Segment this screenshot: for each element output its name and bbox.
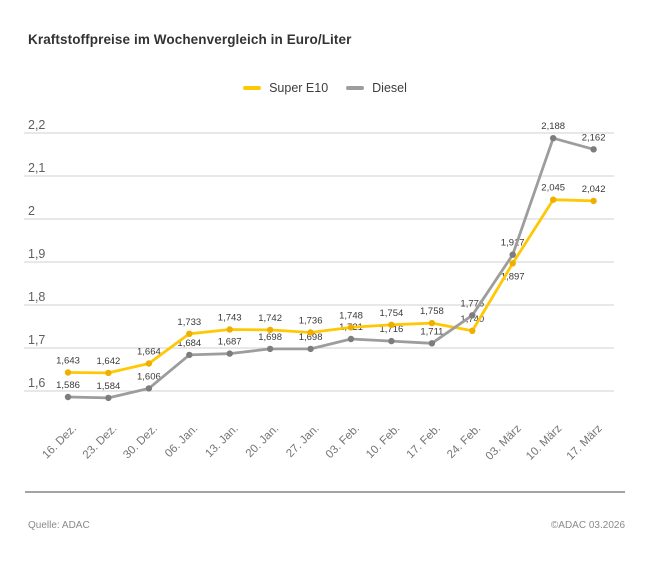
data-point-super-e10 [186, 330, 193, 337]
legend-item-super-e10: Super E10 [243, 81, 328, 95]
x-axis-label: 17. Feb. [405, 423, 443, 461]
data-point-diesel [550, 135, 557, 142]
data-point-super-e10 [145, 360, 153, 367]
data-label: 1,758 [420, 306, 444, 317]
data-point-diesel [307, 345, 314, 353]
data-label: 1,716 [380, 324, 404, 335]
x-axis-label: 20. Jan. [244, 423, 281, 460]
y-axis-label: 1,8 [28, 290, 45, 304]
x-axis-label: 10. März [524, 422, 564, 462]
data-label: 1,917 [501, 238, 525, 249]
chart-title: Kraftstoffpreise im Wochenvergleich in E… [28, 32, 352, 47]
data-point-diesel [266, 345, 274, 353]
x-axis-label: 03. März [484, 422, 524, 462]
data-label: 1,742 [258, 313, 282, 324]
data-label: 1,606 [137, 371, 161, 382]
x-axis-label: 10. Feb. [364, 423, 402, 461]
data-point-super-e10 [226, 326, 233, 333]
x-axis-label: 24. Feb. [445, 423, 483, 461]
source-note: Quelle: ADAC [28, 520, 90, 531]
data-label: 1,733 [177, 317, 201, 328]
data-point-diesel [388, 337, 395, 345]
data-point-super-e10 [428, 319, 436, 327]
data-point-diesel [509, 251, 516, 258]
data-point-diesel [64, 393, 72, 401]
data-point-super-e10 [590, 197, 597, 205]
data-label: 1,754 [380, 308, 404, 319]
legend-label: Super E10 [269, 81, 329, 95]
data-point-super-e10 [550, 196, 557, 203]
data-point-super-e10 [307, 329, 314, 336]
x-axis-label: 06. Jan. [163, 423, 200, 460]
data-point-diesel [226, 350, 233, 357]
x-axis-label: 13. Jan. [203, 423, 240, 460]
legend-swatch-super-e10 [243, 86, 262, 90]
footer-divider [25, 491, 625, 493]
y-axis-label: 1,9 [28, 247, 45, 261]
legend-swatch-diesel [346, 86, 365, 90]
data-label: 2,045 [541, 183, 565, 194]
x-axis-label: 23. Dez. [81, 423, 120, 462]
y-axis-label: 1,7 [28, 333, 45, 347]
series-line-super-e10 [66, 198, 595, 375]
data-label: 1,748 [339, 310, 363, 321]
data-label: 1,711 [420, 326, 443, 337]
data-label: 1,684 [177, 338, 201, 349]
data-point-diesel [105, 394, 112, 402]
data-point-super-e10 [509, 260, 516, 267]
data-point-diesel [186, 351, 193, 359]
data-label: 2,162 [582, 132, 606, 143]
chart-legend: Super E10 Diesel [0, 79, 650, 97]
data-label: 1,643 [56, 356, 80, 367]
legend-item-diesel: Diesel [346, 81, 407, 95]
data-label: 1,776 [460, 298, 484, 309]
data-label: 1,897 [501, 271, 525, 282]
x-axis-label: 03. Feb. [324, 423, 362, 461]
copyright-note: ©ADAC 03.2026 [550, 520, 625, 531]
data-label: 1,736 [299, 316, 323, 327]
data-label: 1,740 [460, 314, 484, 325]
series-line-diesel [66, 136, 595, 400]
data-label: 1,664 [137, 347, 161, 358]
data-label: 1,584 [97, 381, 121, 392]
data-label: 1,743 [218, 313, 242, 324]
y-axis-label: 2,2 [28, 118, 45, 132]
data-label: 2,188 [541, 121, 565, 132]
data-label: 1,687 [218, 337, 242, 348]
data-point-super-e10 [388, 321, 395, 328]
data-label: 1,698 [299, 332, 323, 343]
data-point-diesel [590, 146, 597, 153]
x-axis-label: 27. Jan. [284, 423, 321, 460]
data-point-diesel [145, 385, 153, 392]
data-label: 2,042 [582, 184, 606, 195]
data-point-diesel [347, 335, 355, 343]
y-axis-label: 2 [28, 204, 35, 218]
y-axis-label: 1,6 [28, 376, 45, 390]
data-point-super-e10 [347, 324, 355, 331]
data-point-super-e10 [469, 327, 476, 334]
x-axis-label: 17. März [565, 422, 605, 462]
data-label: 1,698 [258, 332, 282, 343]
x-axis-label: 30. Dez. [121, 423, 160, 462]
legend-label: Diesel [372, 81, 407, 95]
data-point-super-e10 [266, 326, 274, 334]
data-point-diesel [469, 312, 476, 319]
data-label: 1,642 [97, 356, 121, 367]
x-axis-label: 16. Dez. [40, 423, 79, 462]
y-axis-label: 2,1 [28, 161, 45, 175]
data-point-super-e10 [64, 369, 72, 376]
data-point-super-e10 [105, 369, 112, 377]
data-label: 1,586 [56, 380, 80, 391]
data-point-diesel [428, 340, 436, 347]
